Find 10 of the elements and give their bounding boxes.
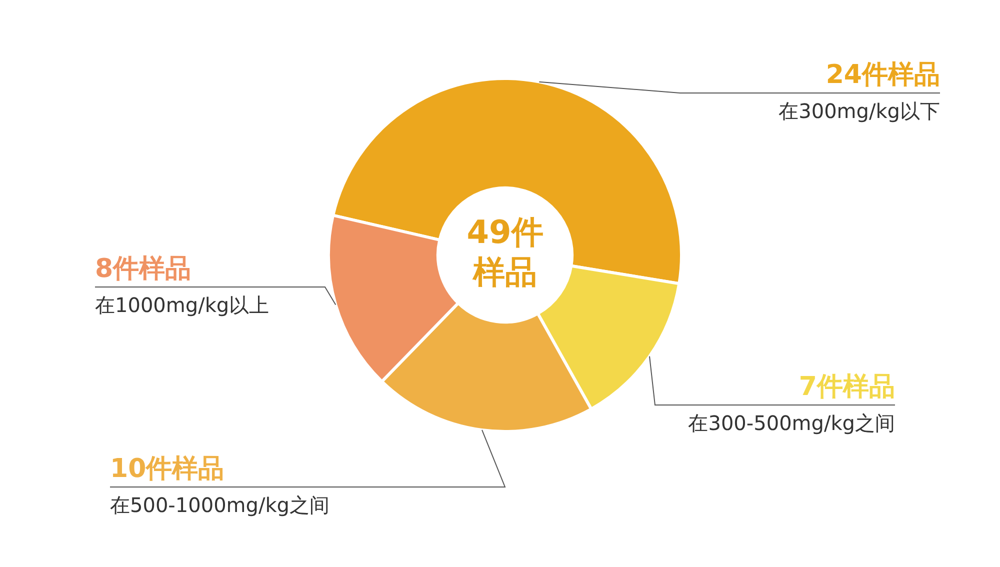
data-label: 7件样品 bbox=[798, 371, 895, 404]
data-label: 24件样品 bbox=[826, 59, 940, 92]
slice-label: 在300mg/kg以下 bbox=[778, 98, 940, 125]
text: 49件 bbox=[466, 212, 544, 252]
text: 样品 bbox=[471, 252, 538, 292]
data-label: 10件样品 bbox=[110, 453, 224, 486]
slice-label: 在1000mg/kg以上 bbox=[95, 292, 270, 319]
data-label: 8件样品 bbox=[95, 253, 192, 286]
slice-label: 在500-1000mg/kg之间 bbox=[110, 492, 330, 519]
slice-label: 在300-500mg/kg之间 bbox=[688, 410, 895, 437]
